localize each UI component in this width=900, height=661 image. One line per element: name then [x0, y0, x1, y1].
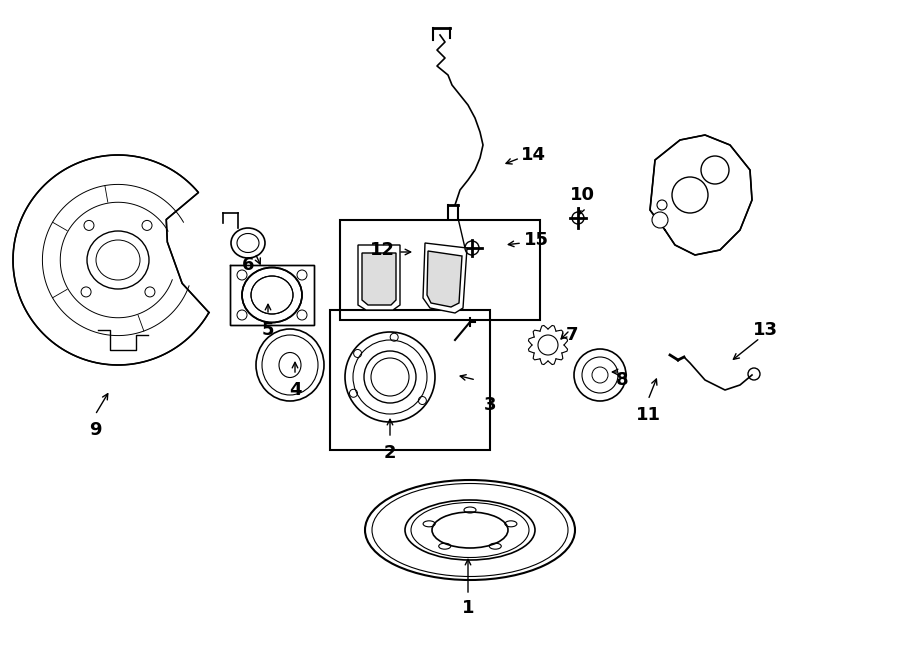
- Text: 11: 11: [635, 406, 661, 424]
- Text: 6: 6: [242, 256, 254, 274]
- Text: 14: 14: [520, 146, 545, 164]
- Text: 13: 13: [752, 321, 778, 339]
- Bar: [340, 220, 540, 320]
- Text: 10: 10: [570, 186, 595, 204]
- Polygon shape: [358, 245, 400, 310]
- Text: 5: 5: [262, 321, 274, 339]
- Polygon shape: [423, 243, 467, 313]
- Circle shape: [657, 200, 667, 210]
- Circle shape: [652, 212, 668, 228]
- Text: 7: 7: [566, 326, 578, 344]
- Polygon shape: [650, 135, 752, 255]
- Text: 4: 4: [289, 381, 302, 399]
- Polygon shape: [230, 265, 314, 325]
- Polygon shape: [427, 251, 462, 307]
- Bar: [330, 310, 490, 450]
- Text: 8: 8: [616, 371, 628, 389]
- Polygon shape: [362, 253, 396, 305]
- Text: 12: 12: [370, 241, 394, 259]
- Text: 2: 2: [383, 444, 396, 462]
- Polygon shape: [13, 155, 209, 365]
- Text: 3: 3: [484, 396, 496, 414]
- Text: 15: 15: [524, 231, 548, 249]
- Text: 1: 1: [462, 599, 474, 617]
- Text: 9: 9: [89, 421, 101, 439]
